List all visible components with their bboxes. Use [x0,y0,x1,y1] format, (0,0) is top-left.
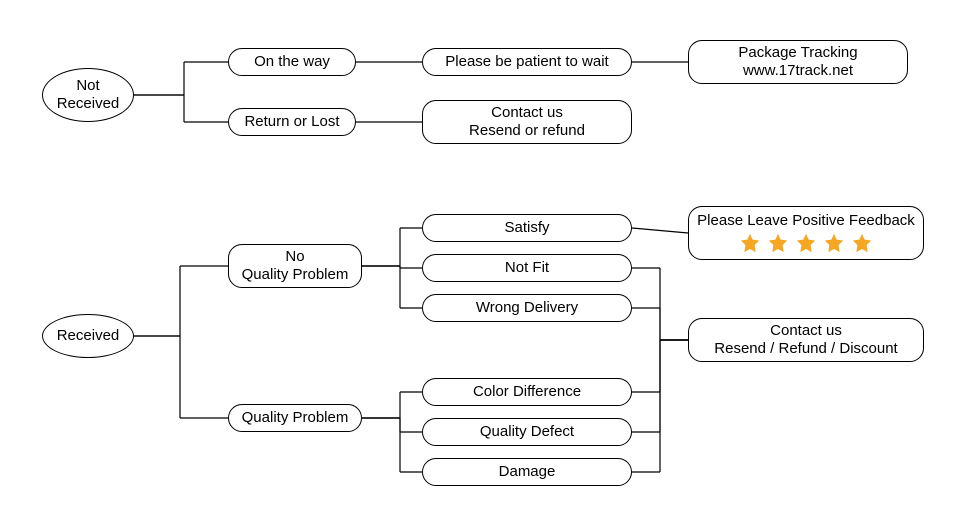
node-contact_rrd: Contact usResend / Refund / Discount [688,318,924,362]
node-label: Quality Defect [480,423,574,441]
flowchart-canvas: NotReceived On the way Return or Lost Pleas… [0,0,960,513]
node-label: Return or Lost [244,113,339,131]
node-tracking: Package Trackingwww.17track.net [688,40,908,84]
node-label: Color Difference [473,383,581,401]
node-label: Satisfy [504,219,549,237]
node-label: Wrong Delivery [476,299,578,317]
node-label: On the way [254,53,330,71]
star-rating [739,232,873,254]
node-label: Contact usResend / Refund / Discount [714,322,897,358]
node-label: Damage [499,463,556,481]
node-label: Package Trackingwww.17track.net [738,44,857,80]
node-feedback: Please Leave Positive Feedback [688,206,924,260]
node-quality: Quality Problem [228,404,362,432]
node-received: Received [42,314,134,358]
node-label: Received [57,327,120,345]
node-label: NoQuality Problem [242,248,349,284]
node-label: Not Fit [505,259,549,277]
node-label: Quality Problem [242,409,349,427]
node-on_the_way: On the way [228,48,356,76]
node-contact_resend_refund: Contact usResend or refund [422,100,632,144]
node-label: Contact usResend or refund [469,104,585,140]
node-return_lost: Return or Lost [228,108,356,136]
node-wrong_delivery: Wrong Delivery [422,294,632,322]
node-color_diff: Color Difference [422,378,632,406]
node-satisfy: Satisfy [422,214,632,242]
node-label: Please Leave Positive Feedback [697,212,915,230]
node-please_wait: Please be patient to wait [422,48,632,76]
node-label: Please be patient to wait [445,53,608,71]
node-quality_defect: Quality Defect [422,418,632,446]
node-label: NotReceived [57,77,120,113]
node-no_quality: NoQuality Problem [228,244,362,288]
node-not_fit: Not Fit [422,254,632,282]
node-not_received: NotReceived [42,68,134,122]
node-damage: Damage [422,458,632,486]
